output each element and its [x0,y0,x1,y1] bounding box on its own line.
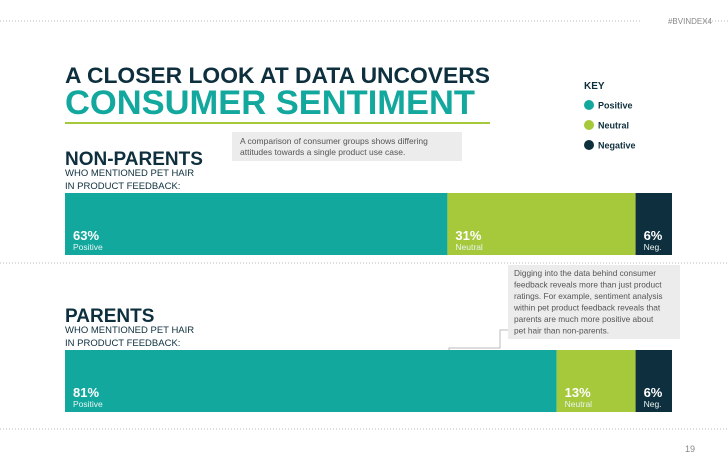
note-line: within pet product feedback reveals that [513,303,661,313]
intro-box [232,132,462,161]
bar-segment [635,193,672,255]
note-box [508,265,680,339]
tag: #BVINDEX4 [668,17,713,26]
bar-segment [635,350,672,412]
chart-title: PARENTS [65,306,154,327]
note-line: ratings. For example, sentiment analysis [514,291,663,301]
title-line: CONSUMER SENTIMENT [65,84,475,122]
title-line: A CLOSER LOOK AT DATA UNCOVERS [65,63,490,88]
bar-segment [556,350,636,412]
intro-line: attitudes towards a single product use c… [240,147,405,157]
chart-title: NON-PARENTS [65,149,203,170]
legend-swatch [584,140,594,150]
bar-segment [65,350,557,412]
segment-label: Positive [73,242,103,252]
chart-subtitle: IN PRODUCT FEEDBACK: [65,181,180,192]
connector [448,329,508,350]
value-label: 81% [73,385,99,400]
bar-segment [65,193,448,255]
segment-label: Neutral [455,242,483,252]
bar-segment [447,193,636,255]
value-label: 6% [644,385,663,400]
chart-subtitle: IN PRODUCT FEEDBACK: [65,338,180,349]
intro-line: A comparison of consumer groups shows di… [240,136,428,146]
note-line: feedback reveals more than just product [514,280,662,290]
chart-subtitle: WHO MENTIONED PET HAIR [65,168,194,179]
note-line: Digging into the data behind consumer [514,268,656,278]
note-line: parents are much more positive about [514,314,654,324]
legend-label: Positive [598,101,633,111]
legend-swatch [584,120,594,130]
value-label: 31% [455,228,481,243]
legend-swatch [584,100,594,110]
legend-label: Negative [598,141,636,151]
value-label: 13% [565,385,591,400]
segment-label: Neg. [644,242,662,252]
segment-label: Neg. [644,399,662,409]
page-number: 19 [685,444,695,454]
segment-label: Positive [73,399,103,409]
note-line: pet hair than non-parents. [514,326,609,336]
segment-label: Neutral [565,399,593,409]
value-label: 6% [644,228,663,243]
legend-title: KEY [584,81,605,92]
chart-subtitle: WHO MENTIONED PET HAIR [65,325,194,336]
value-label: 63% [73,228,99,243]
legend-label: Neutral [598,121,629,131]
